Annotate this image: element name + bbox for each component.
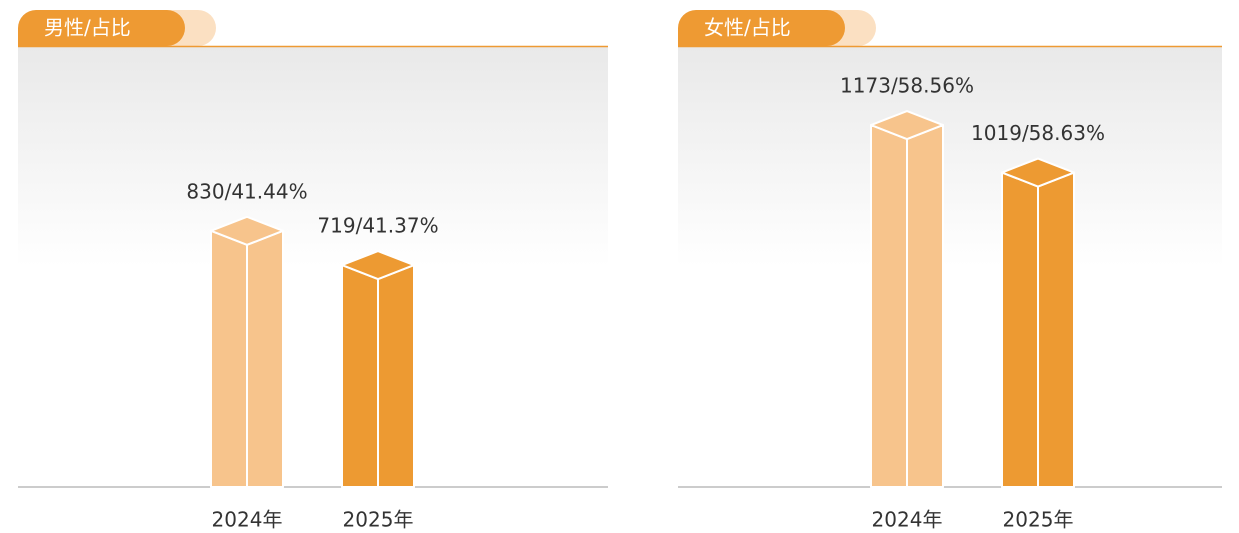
x-tick-label: 2025年 <box>343 508 414 532</box>
bar-top <box>210 215 284 246</box>
bar-left-face <box>341 264 379 488</box>
bar-top <box>341 250 415 281</box>
bar <box>210 215 284 488</box>
data-label: 830/41.44% <box>186 179 307 203</box>
chart: 女性/占比 1173/58.56% 2024年 1019/58.63% 2025年 <box>678 10 1222 532</box>
chart: 男性/占比 830/41.44% 2024年 719/41.37% 2025年 <box>18 10 608 532</box>
data-label: 1173/58.56% <box>840 74 974 98</box>
bar-left-face <box>870 124 908 488</box>
x-tick-label: 2024年 <box>212 508 283 532</box>
bar-top <box>870 110 944 141</box>
bar-right-face <box>377 264 415 488</box>
chart-title: 男性/占比 <box>44 16 131 40</box>
background-gradient <box>678 47 1222 267</box>
data-label: 1019/58.63% <box>971 121 1105 145</box>
tab-corner <box>678 28 698 46</box>
x-tick-label: 2025年 <box>1003 508 1074 532</box>
x-tick-label: 2024年 <box>872 508 943 532</box>
bar-right-face <box>1037 171 1075 488</box>
bar <box>870 110 944 488</box>
tab <box>18 10 185 46</box>
bar <box>1001 157 1075 488</box>
bar-right-face <box>246 229 284 488</box>
tab-corner <box>18 28 38 46</box>
bar-right-face <box>906 124 944 488</box>
bar <box>341 250 415 488</box>
data-label: 719/41.37% <box>317 214 438 238</box>
tab <box>678 10 845 46</box>
bar-top <box>1001 157 1075 188</box>
background-gradient <box>18 47 608 267</box>
chart-title: 女性/占比 <box>704 16 791 40</box>
bar-left-face <box>1001 171 1039 488</box>
bar-left-face <box>210 229 248 488</box>
